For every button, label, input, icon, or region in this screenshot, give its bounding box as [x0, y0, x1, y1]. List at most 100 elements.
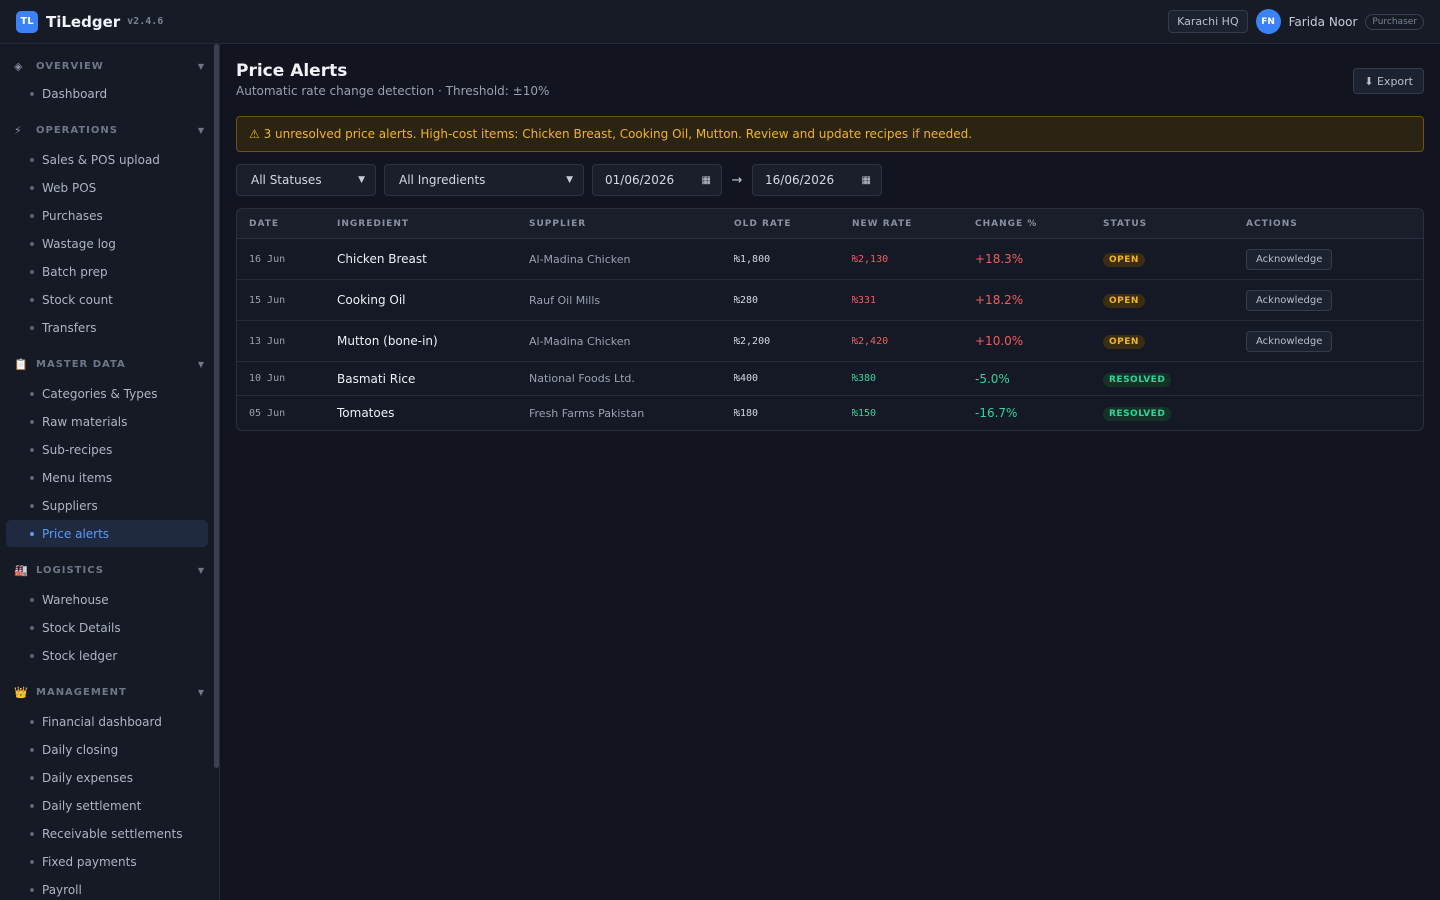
sidebar-item-dashboard[interactable]: Dashboard	[6, 80, 208, 107]
bullet-icon	[30, 531, 34, 536]
sidebar-item-label: Raw materials	[42, 414, 128, 429]
table-row[interactable]: 05 Jun Tomatoes Fresh Farms Pakistan ₨18…	[237, 396, 1423, 430]
status-badge: OPEN	[1103, 335, 1145, 349]
column-header-old-rate[interactable]: OLD RATE	[734, 218, 792, 229]
sidebar-section-overview[interactable]: ◈ OVERVIEW ▼	[14, 57, 204, 75]
row-actions: Acknowledge	[1246, 289, 1423, 311]
sidebar-item-financial-dashboard[interactable]: Financial dashboard	[6, 708, 208, 735]
sidebar-item-label: Sub-recipes	[42, 442, 113, 457]
chevron-down-icon[interactable]: ▼	[197, 565, 204, 575]
sidebar-item-label: Financial dashboard	[42, 714, 162, 729]
row-change: +10.0%	[975, 334, 1024, 348]
sidebar-item-daily-expenses[interactable]: Daily expenses	[6, 764, 208, 791]
sidebar-item-label: Categories & Types	[42, 386, 158, 401]
row-status: RESOLVED	[1103, 405, 1246, 421]
avatar[interactable]: FN	[1255, 9, 1281, 34]
clipboard-icon: 📋	[14, 357, 28, 371]
row-date: 16 Jun	[249, 253, 286, 265]
row-actions: Acknowledge	[1246, 248, 1423, 270]
sidebar-item-daily-closing[interactable]: Daily closing	[6, 736, 208, 763]
column-header-supplier[interactable]: SUPPLIER	[529, 218, 587, 229]
sidebar-item-daily-settlement[interactable]: Daily settlement	[6, 792, 208, 819]
sidebar-item-payroll[interactable]: Payroll	[6, 876, 208, 900]
sidebar-item-web-pos[interactable]: Web POS	[6, 174, 208, 201]
chevron-down-icon[interactable]: ▼	[197, 359, 204, 369]
sidebar-item-menu-items[interactable]: Menu items	[6, 464, 208, 491]
status-badge: OPEN	[1103, 294, 1145, 308]
calendar-icon[interactable]: ▦	[701, 174, 711, 186]
sidebar-item-stock-ledger[interactable]: Stock ledger	[6, 642, 208, 669]
row-supplier: Fresh Farms Pakistan	[529, 406, 645, 420]
chevron-down-icon[interactable]: ▼	[197, 61, 204, 71]
acknowledge-button[interactable]: Acknowledge	[1246, 248, 1333, 270]
sidebar-scrollbar[interactable]	[214, 44, 219, 768]
row-date: 10 Jun	[249, 373, 286, 384]
row-old-rate: ₨400	[734, 373, 759, 384]
acknowledge-button[interactable]: Acknowledge	[1246, 289, 1333, 311]
sidebar-item-stock-details[interactable]: Stock Details	[6, 614, 208, 641]
column-header-ingredient[interactable]: INGREDIENT	[337, 218, 409, 229]
table-row[interactable]: 15 Jun Cooking Oil Rauf Oil Mills ₨280 ₨…	[237, 280, 1423, 321]
sidebar-section-management[interactable]: 👑 MANAGEMENT ▼	[14, 683, 204, 701]
sidebar-item-receivable-settlements[interactable]: Receivable settlements	[6, 820, 208, 847]
sidebar-item-price-alerts[interactable]: Price alerts	[6, 520, 208, 547]
sidebar-item-label: Suppliers	[42, 498, 98, 513]
user-name[interactable]: Farida Noor	[1288, 14, 1358, 29]
sidebar-item-stock-count[interactable]: Stock count	[6, 286, 208, 313]
column-header-date[interactable]: DATE	[249, 218, 280, 229]
acknowledge-button[interactable]: Acknowledge	[1246, 330, 1333, 352]
bullet-icon	[30, 747, 34, 752]
sidebar-item-suppliers[interactable]: Suppliers	[6, 492, 208, 519]
status-filter-select[interactable]: All Statuses ▼	[236, 164, 376, 196]
column-header-status[interactable]: STATUS	[1103, 218, 1148, 229]
sidebar-item-warehouse[interactable]: Warehouse	[6, 586, 208, 613]
row-change: +18.2%	[975, 293, 1024, 307]
factory-icon: 🏭	[14, 563, 28, 577]
bullet-icon	[30, 803, 34, 808]
bullet-icon	[30, 597, 34, 602]
date-to-input[interactable]: 16/06/2026 ▦	[752, 164, 882, 196]
row-ingredient: Basmati Rice	[337, 371, 416, 386]
sidebar-section-operations[interactable]: ⚡ OPERATIONS ▼	[14, 121, 204, 139]
row-old-rate: ₨280	[734, 294, 759, 306]
row-new-rate: ₨2,420	[852, 335, 889, 347]
row-status: OPEN	[1103, 251, 1246, 267]
column-header-new-rate[interactable]: NEW RATE	[852, 218, 913, 229]
range-arrow: →	[731, 172, 743, 188]
sidebar-item-purchases[interactable]: Purchases	[6, 202, 208, 229]
date-from-input[interactable]: 01/06/2026 ▦	[592, 164, 722, 196]
sidebar-item-sales-pos-upload[interactable]: Sales & POS upload	[6, 146, 208, 173]
sidebar-section-master-data[interactable]: 📋 MASTER DATA ▼	[14, 355, 204, 373]
status-filter-value: All Statuses	[251, 173, 322, 187]
branch-selector[interactable]: Karachi HQ	[1168, 10, 1248, 33]
table-row[interactable]: 16 Jun Chicken Breast Al-Madina Chicken …	[237, 239, 1423, 280]
bullet-icon	[30, 213, 34, 218]
bullet-icon	[30, 297, 34, 302]
row-change: +18.3%	[975, 252, 1024, 266]
bullet-icon	[30, 91, 34, 96]
table-row[interactable]: 10 Jun Basmati Rice National Foods Ltd. …	[237, 362, 1423, 396]
sidebar-item-categories-types[interactable]: Categories & Types	[6, 380, 208, 407]
ingredient-filter-select[interactable]: All Ingredients ▼	[384, 164, 584, 196]
sidebar-item-raw-materials[interactable]: Raw materials	[6, 408, 208, 435]
column-header-change[interactable]: CHANGE %	[975, 218, 1038, 229]
sidebar-item-sub-recipes[interactable]: Sub-recipes	[6, 436, 208, 463]
sidebar-item-wastage-log[interactable]: Wastage log	[6, 230, 208, 257]
sidebar-item-label: Daily closing	[42, 742, 119, 757]
row-supplier: National Foods Ltd.	[529, 372, 635, 385]
row-status: OPEN	[1103, 333, 1246, 349]
row-old-rate: ₨2,200	[734, 335, 771, 347]
sidebar-section-logistics[interactable]: 🏭 LOGISTICS ▼	[14, 561, 204, 579]
sidebar-item-label: Wastage log	[42, 236, 116, 251]
sidebar-item-fixed-payments[interactable]: Fixed payments	[6, 848, 208, 875]
section-label: MASTER DATA	[36, 358, 126, 370]
table-row[interactable]: 13 Jun Mutton (bone-in) Al-Madina Chicke…	[237, 321, 1423, 362]
chevron-down-icon[interactable]: ▼	[197, 687, 204, 697]
chevron-down-icon[interactable]: ▼	[197, 125, 204, 135]
sidebar-item-label: Daily settlement	[42, 798, 142, 813]
sidebar-item-batch-prep[interactable]: Batch prep	[6, 258, 208, 285]
app-logo[interactable]: TL	[16, 10, 38, 33]
calendar-icon[interactable]: ▦	[861, 174, 871, 186]
sidebar-item-transfers[interactable]: Transfers	[6, 314, 208, 341]
export-button[interactable]: ⬇ Export	[1353, 68, 1424, 94]
